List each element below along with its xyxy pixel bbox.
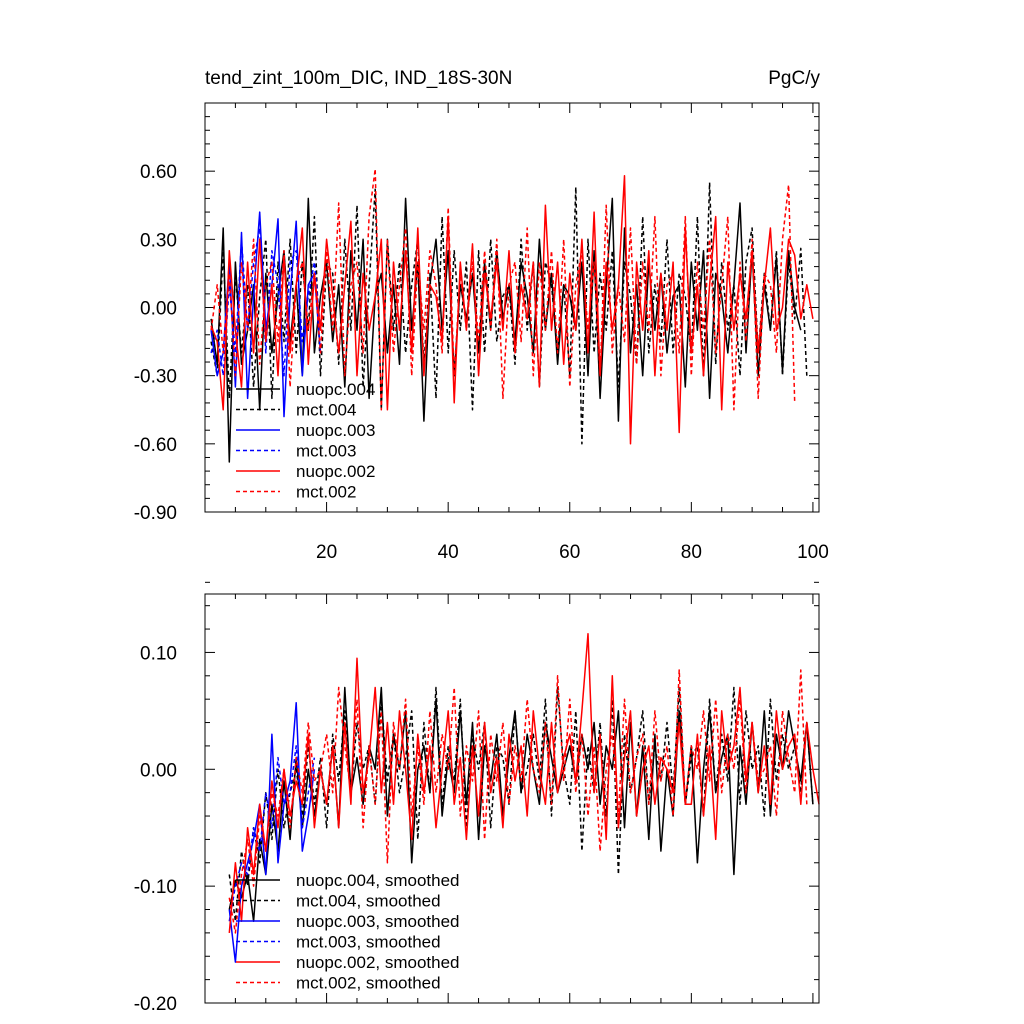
panel-top: tend_zint_100m_DIC, IND_18S-30N PgC/y 20… (134, 68, 829, 563)
x-tick-label: 60 (559, 542, 580, 563)
top-series-lines (210, 168, 814, 463)
series-line-mct-004-smoothed (228, 686, 814, 922)
series-line-mct-002-smoothed (228, 669, 808, 934)
legend-label: mct.004 (296, 401, 356, 420)
y-tick-label: -0.60 (134, 435, 177, 456)
y-tick-label: 0.30 (140, 230, 177, 251)
x-tick-label: 80 (681, 542, 702, 563)
legend-label: mct.004, smoothed (296, 892, 441, 911)
y-tick-label: 0.60 (140, 162, 177, 183)
y-tick-label: -0.30 (134, 367, 177, 388)
x-tick-label: 100 (797, 542, 829, 563)
x-tick-label: 20 (316, 542, 337, 563)
series-line-mct-003 (210, 227, 322, 377)
legend-label: nuopc.002, smoothed (296, 953, 460, 972)
series-line-mct-003-smoothed (228, 745, 316, 922)
legend-label: mct.002, smoothed (296, 974, 441, 993)
legend-label: nuopc.003, smoothed (296, 912, 460, 931)
series-line-nuopc-002 (210, 174, 814, 445)
top-plot-frame (204, 102, 820, 513)
y-tick-label: 0.00 (140, 299, 177, 320)
bottom-ticks: 0.10 0.00 -0.10 -0.20 (134, 581, 819, 1015)
legend-label: nuopc.003 (296, 421, 375, 440)
legend-label: nuopc.004, smoothed (296, 871, 460, 890)
x-tick-label: 40 (438, 542, 459, 563)
legend-label: mct.003 (296, 442, 356, 461)
y-tick-label: -0.90 (134, 503, 177, 524)
top-units: PgC/y (768, 68, 820, 89)
y-tick-label: 0.00 (140, 760, 177, 781)
legend-label: nuopc.002 (296, 462, 375, 481)
y-tick-label: 0.10 (140, 643, 177, 664)
bottom-plot-frame (204, 593, 820, 1004)
y-tick-label: -0.20 (134, 994, 177, 1015)
legend-label: mct.002 (296, 483, 356, 502)
legend-label: mct.003, smoothed (296, 933, 441, 952)
legend-label: nuopc.004 (296, 380, 375, 399)
top-title: tend_zint_100m_DIC, IND_18S-30N (205, 68, 512, 89)
series-line-nuopc-002-smoothed (228, 632, 820, 933)
bottom-series-lines (228, 632, 820, 963)
y-tick-label: -0.10 (134, 877, 177, 898)
top-ticks: 20 40 60 80 100 0.60 0.30 0.00 -0.30 -0.60 -0.90 (134, 102, 829, 563)
series-line-mct-004 (210, 181, 808, 445)
series-line-mct-002 (210, 168, 796, 411)
panel-bottom: 0.10 0.00 -0.10 -0.20 nuopc.004, smoothed mc… (134, 581, 820, 1015)
series-line-nuopc-004 (210, 197, 802, 463)
